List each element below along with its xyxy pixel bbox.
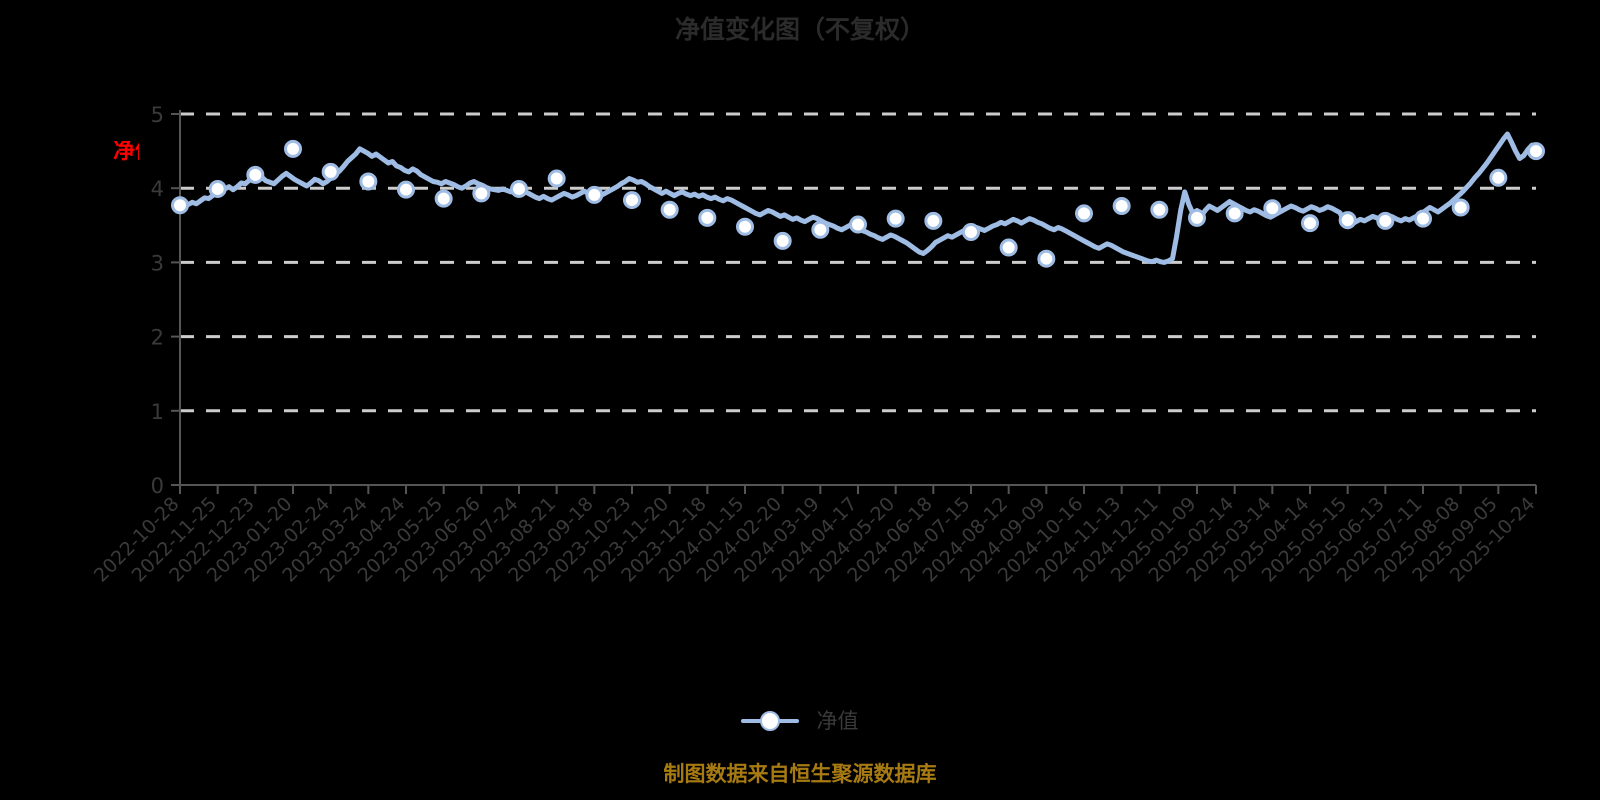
data-point-marker[interactable] [999, 238, 1018, 257]
chart-legend: 净值 [0, 705, 1600, 735]
series-net-value-markers [171, 139, 1545, 268]
y-axis-tick-label: 4 [151, 177, 164, 201]
data-point-marker[interactable] [171, 196, 189, 215]
data-point-marker[interactable] [924, 211, 943, 230]
data-point-marker[interactable] [1075, 204, 1093, 223]
data-point-marker[interactable] [698, 208, 717, 227]
net-value-line-chart: 0 1 2 3 4 5 2022-10-282022-11-252022-12-23202… [90, 103, 1545, 587]
data-point-marker[interactable] [1112, 197, 1131, 216]
data-point-marker[interactable] [849, 215, 867, 234]
data-point-marker[interactable] [886, 209, 905, 228]
data-point-marker[interactable] [1376, 211, 1395, 230]
data-point-marker[interactable] [246, 165, 265, 184]
data-point-marker[interactable] [397, 180, 415, 199]
data-source-note: 制图数据来自恒生聚源数据库 [663, 762, 937, 786]
data-point-marker[interactable] [359, 172, 378, 191]
y-axis-tick-label: 5 [151, 103, 164, 127]
data-point-marker[interactable] [284, 139, 302, 158]
y-axis-tick-label: 1 [151, 400, 164, 424]
data-point-marker[interactable] [1037, 249, 1056, 268]
net-value-line-path [177, 131, 1539, 265]
data-point-marker[interactable] [434, 189, 453, 208]
data-point-marker[interactable] [1263, 199, 1282, 218]
data-point-marker[interactable] [660, 200, 679, 219]
y-axis-tick-label: 0 [151, 474, 164, 498]
data-point-marker[interactable] [1301, 214, 1319, 233]
data-point-marker[interactable] [472, 184, 491, 203]
data-point-marker[interactable] [585, 185, 604, 204]
y-axis-ticks: 0 1 2 3 4 5 [151, 103, 180, 498]
x-axis-ticks [179, 485, 1537, 494]
data-point-marker[interactable] [1451, 198, 1470, 217]
legend-label-net-value: 净值 [816, 708, 859, 733]
data-point-marker[interactable] [1225, 204, 1244, 223]
series-net-value-line [177, 131, 1539, 265]
axis-lines [179, 110, 1536, 486]
data-point-marker[interactable] [1414, 209, 1432, 228]
data-point-marker[interactable] [510, 179, 528, 198]
data-point-marker[interactable] [736, 217, 754, 236]
data-point-marker[interactable] [1150, 200, 1169, 219]
x-axis-tick-labels: 2022-10-282022-11-252022-12-232023-01-20… [90, 493, 1540, 587]
y-axis-tick-label: 3 [151, 251, 164, 275]
data-point-marker[interactable] [1527, 142, 1545, 161]
data-point-marker[interactable] [547, 169, 566, 188]
legend-marker-icon [741, 709, 800, 733]
data-point-marker[interactable] [208, 179, 227, 198]
data-point-marker[interactable] [962, 222, 980, 241]
chart-title: 净值变化图（不复权） [674, 15, 925, 44]
gridlines [180, 112, 1536, 413]
data-point-marker[interactable] [1489, 168, 1508, 187]
data-point-marker[interactable] [321, 162, 340, 181]
data-point-marker[interactable] [1188, 208, 1206, 227]
y-axis-name-label: 净值 [113, 141, 139, 164]
data-point-marker[interactable] [811, 220, 830, 239]
legend-item-net-value[interactable]: 净值 [741, 705, 859, 735]
data-point-marker[interactable] [773, 231, 792, 250]
data-point-marker[interactable] [623, 191, 641, 210]
y-axis-tick-label: 2 [151, 326, 164, 350]
data-point-marker[interactable] [1338, 211, 1357, 230]
